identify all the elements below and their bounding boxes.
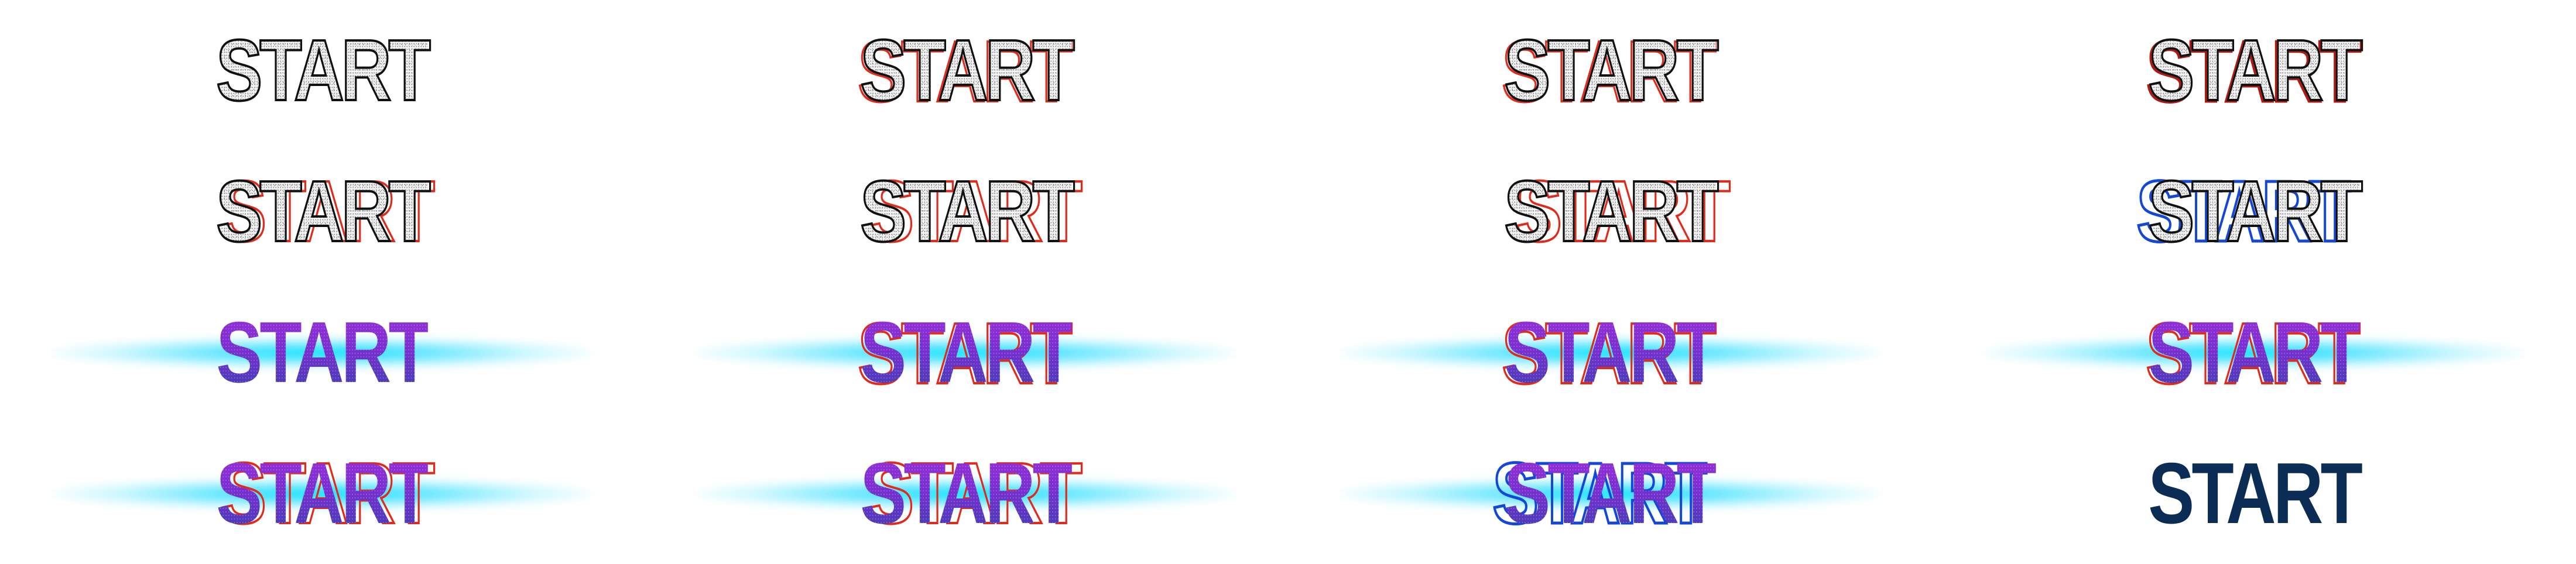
style-cell-13: START START (0, 423, 644, 564)
start-text: START (860, 445, 1072, 542)
style-cell-6: START START (644, 141, 1288, 282)
start-text: START (859, 163, 1075, 260)
start-text: START (1503, 22, 1719, 119)
style-cell-15: START START (1288, 423, 1932, 564)
style-cell-12: START START (1932, 282, 2576, 423)
style-cell-9: START (0, 282, 644, 423)
style-cell-16: START (1932, 423, 2576, 564)
start-text: START (216, 445, 428, 542)
start-text: START (215, 22, 431, 119)
start-text: START (2147, 22, 2363, 119)
style-cell-7: START START (1288, 141, 1932, 282)
style-cell-14: START START (644, 423, 1288, 564)
start-text: START (215, 163, 431, 260)
start-text: START (1504, 445, 1716, 542)
style-cell-2: START START (644, 0, 1288, 141)
style-cell-8: START START (1932, 141, 2576, 282)
start-text: START (859, 22, 1075, 119)
start-text: START (1503, 163, 1719, 260)
style-cell-1: START (0, 0, 644, 141)
style-cell-3: START START (1288, 0, 1932, 141)
style-cell-10: START START (644, 282, 1288, 423)
start-text: START (1504, 304, 1716, 401)
style-cell-4: START START (1932, 0, 2576, 141)
start-text: START (2148, 445, 2363, 542)
start-text: START (216, 304, 428, 401)
start-text: START (2147, 163, 2363, 260)
style-cell-11: START START (1288, 282, 1932, 423)
style-cell-5: START START (0, 141, 644, 282)
start-text: START (860, 304, 1072, 401)
start-text: START (2148, 304, 2360, 401)
